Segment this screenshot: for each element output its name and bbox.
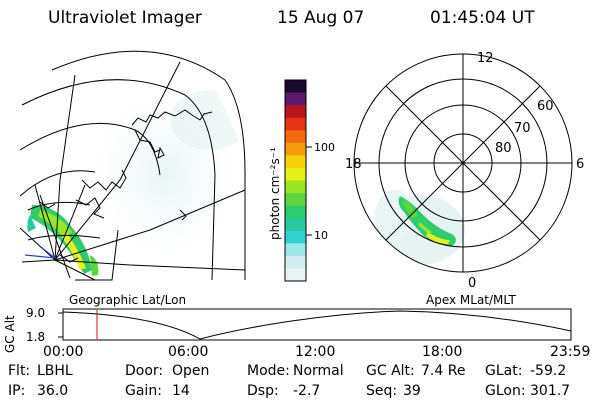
colorbar-cell <box>285 155 306 169</box>
subsatellite-track <box>24 247 58 259</box>
status-seq-value: 39 <box>403 383 421 399</box>
altitude-axis-label: GC Alt <box>3 315 17 353</box>
colorbar-tick-label-100: 100 <box>314 141 335 154</box>
mlat-label-70: 70 <box>514 121 531 136</box>
status-mode-value: Normal <box>293 363 344 379</box>
time-tick-2359: 23:59 <box>550 344 591 360</box>
uv-haze-left <box>80 80 248 270</box>
altitude-tick-max: 9.0 <box>26 306 46 320</box>
mlt-label-06: 6 <box>576 157 584 172</box>
colorbar-cell <box>285 218 306 232</box>
colorbar-cell <box>285 142 306 156</box>
altitude-plot: GC Alt <box>3 308 572 353</box>
geographic-map <box>19 50 248 281</box>
status-dsp-value: -2.7 <box>293 383 321 399</box>
status-glat-value: -59.2 <box>530 363 567 379</box>
status-gain-value: 14 <box>172 383 190 399</box>
colorbar-cell <box>285 243 306 257</box>
colorbar-cell <box>285 180 306 194</box>
mlat-label-60: 60 <box>537 99 554 114</box>
colorbar-cell <box>285 193 306 207</box>
observation-time: 01:45:04 UT <box>430 8 535 28</box>
status-glon-label: GLon: <box>485 383 526 399</box>
status-glat-label: GLat: <box>485 363 523 379</box>
status-dsp-label: Dsp: <box>247 383 279 399</box>
observation-date: 15 Aug 07 <box>277 8 365 28</box>
status-flt-label: Flt: <box>8 363 31 379</box>
colorbar-cell <box>285 130 306 144</box>
altitude-curve <box>62 310 572 340</box>
lat-lon-grid <box>19 50 246 281</box>
time-tick-1800: 18:00 <box>422 344 463 360</box>
time-tick-0600: 06:00 <box>168 344 209 360</box>
status-seq-label: Seq: <box>366 383 398 399</box>
colorbar-gradient <box>285 80 306 282</box>
colorbar-cell <box>285 167 306 182</box>
polar-grid <box>353 53 573 273</box>
status-mode-label: Mode: <box>247 363 290 379</box>
coastlines <box>39 109 213 263</box>
colorbar-cell <box>285 205 306 219</box>
mlt-label-12: 12 <box>477 51 494 66</box>
colorbar-tick-label-10: 10 <box>314 229 328 242</box>
altitude-plot-frame <box>62 308 572 341</box>
colorbar-cell <box>285 117 306 131</box>
altitude-tick-min: 1.8 <box>26 330 46 344</box>
auroral-emission-left <box>27 205 99 276</box>
colorbar-cell <box>285 230 306 244</box>
colorbar: 100 10 photon cm⁻²s⁻¹ <box>268 79 335 282</box>
mlat-label-80: 80 <box>495 141 512 156</box>
auroral-emission-right <box>398 196 456 246</box>
colorbar-cell <box>285 255 306 270</box>
status-glon-value: 301.7 <box>530 383 571 399</box>
mlt-label-18: 18 <box>345 157 362 172</box>
status-ip-label: IP: <box>8 383 26 399</box>
status-gain-label: Gain: <box>125 383 162 399</box>
status-gcalt-value: 7.4 Re <box>421 363 466 379</box>
colorbar-cell <box>285 92 306 106</box>
status-gcalt-label: GC Alt: <box>366 363 415 379</box>
status-flt-value: LBHL <box>37 363 73 379</box>
apex-panel-label: Apex MLat/MLT <box>426 293 516 307</box>
status-door-value: Open <box>172 363 210 379</box>
mlt-label-00: 0 <box>468 276 476 291</box>
time-tick-0000: 00:00 <box>43 344 84 360</box>
status-door-label: Door: <box>125 363 164 379</box>
magnetic-polar-map: 12 6 0 18 60 70 80 <box>345 51 584 291</box>
geographic-panel-label: Geographic Lat/Lon <box>69 293 187 307</box>
status-ip-value: 36.0 <box>37 383 69 399</box>
instrument-title: Ultraviolet Imager <box>48 8 202 28</box>
colorbar-cell <box>285 105 306 119</box>
colorbar-unit-label: photon cm⁻²s⁻¹ <box>268 147 282 240</box>
colorbar-cell <box>285 80 306 94</box>
colorbar-cell <box>285 268 306 282</box>
time-tick-1200: 12:00 <box>295 344 336 360</box>
